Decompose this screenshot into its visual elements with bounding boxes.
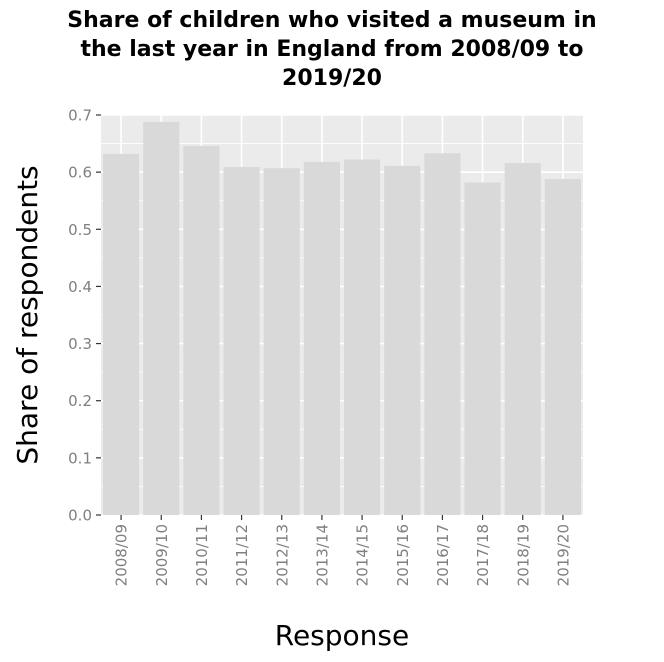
x-tick-label: 2010/11 xyxy=(193,524,211,586)
bar xyxy=(544,179,581,515)
x-tick-label: 2013/14 xyxy=(313,524,331,586)
bar xyxy=(143,121,180,515)
chart-title-line-2: the last year in England from 2008/09 to xyxy=(80,37,584,62)
x-tick-label: 2008/09 xyxy=(113,524,131,586)
x-tick-label: 2016/17 xyxy=(434,524,452,586)
y-tick-label: 0.6 xyxy=(68,164,92,182)
bar xyxy=(424,153,461,516)
y-tick-label: 0.1 xyxy=(68,449,92,467)
x-tick-label: 2009/10 xyxy=(153,524,171,586)
bar xyxy=(303,161,340,515)
x-tick-label: 2015/16 xyxy=(394,524,412,586)
bar xyxy=(504,163,541,515)
chart-title-line-1: Share of children who visited a museum i… xyxy=(67,8,597,33)
axes: 0.0 0.1 0.2 0.3 0.4 0.5 0.6 0.7 2008/09 2009/10 20… xyxy=(68,107,572,587)
bars xyxy=(103,121,581,516)
chart-title-line-3: 2019/20 xyxy=(282,66,382,91)
y-tick-label: 0.0 xyxy=(68,507,92,525)
y-tick-label: 0.2 xyxy=(68,392,92,410)
x-tick-label: 2017/18 xyxy=(474,524,492,586)
x-tick-label: 2012/13 xyxy=(273,524,291,586)
x-tick-label: 2011/12 xyxy=(233,524,251,586)
x-tick-label: 2018/19 xyxy=(514,524,532,586)
x-tick-label: 2019/20 xyxy=(554,524,572,586)
bar xyxy=(384,165,421,515)
y-tick-label: 0.3 xyxy=(68,335,92,353)
bar xyxy=(103,153,140,515)
bar xyxy=(223,167,260,515)
x-tick-label: 2014/15 xyxy=(354,524,372,586)
bar xyxy=(344,159,381,516)
y-tick-label: 0.4 xyxy=(68,278,92,296)
chart-title: Share of children who visited a museum i… xyxy=(0,6,664,93)
y-axis-title: Share of respondents xyxy=(11,165,44,464)
x-axis-title: Response xyxy=(275,619,409,652)
bar xyxy=(183,145,220,515)
y-tick-label: 0.7 xyxy=(68,107,92,125)
bar xyxy=(464,182,501,515)
y-tick-label: 0.5 xyxy=(68,221,92,239)
bar xyxy=(263,168,300,515)
